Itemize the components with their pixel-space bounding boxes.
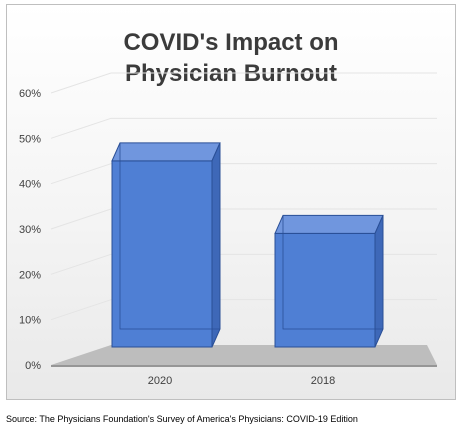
bar-side [211,142,221,348]
y-tick-label: 20% [19,269,41,281]
bar-top [111,142,221,162]
chart-title-line-1: COVID's Impact on [123,29,339,56]
chart-frame: COVID's Impact on Physician Burnout 0% 10… [6,4,456,400]
x-tick-label: 2020 [148,375,172,387]
gridline-side [50,208,112,230]
y-tick-label: 30% [19,224,41,236]
bar-inner-edge [282,215,383,330]
bar [274,232,376,348]
plot-area: 0% 10% 20% 30% 40% 50% 60% 2020 2018 [19,72,437,387]
y-tick-label: 50% [19,133,41,145]
y-tick-label: 60% [19,88,41,100]
gridline-side [50,117,112,139]
gridline-side [50,299,112,321]
bar-top [274,214,384,234]
y-tick-label: 0% [25,360,41,372]
chart-floor [51,345,437,365]
gridline-side [50,72,112,94]
source-note: Source: The Physicians Foundation's Surv… [6,414,358,424]
gridline-side [50,253,112,275]
y-tick-label: 10% [19,315,41,327]
y-tick-label: 40% [19,179,41,191]
x-tick-label: 2018 [311,375,335,387]
bar-inner-edge [119,142,220,330]
bar [111,160,213,348]
gridline-side [50,163,112,185]
bar-side [374,215,384,348]
